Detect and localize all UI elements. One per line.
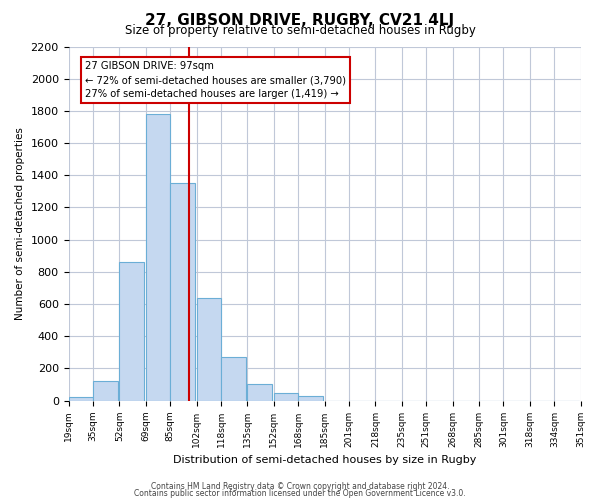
Text: 27 GIBSON DRIVE: 97sqm
← 72% of semi-detached houses are smaller (3,790)
27% of : 27 GIBSON DRIVE: 97sqm ← 72% of semi-det… <box>85 62 346 100</box>
Text: Contains public sector information licensed under the Open Government Licence v3: Contains public sector information licen… <box>134 489 466 498</box>
Bar <box>247 384 272 400</box>
Bar <box>274 392 298 400</box>
Text: 27, GIBSON DRIVE, RUGBY, CV21 4LJ: 27, GIBSON DRIVE, RUGBY, CV21 4LJ <box>145 12 455 28</box>
Bar <box>93 382 118 400</box>
Bar <box>221 357 246 401</box>
Bar <box>119 262 144 400</box>
Bar <box>146 114 170 401</box>
Y-axis label: Number of semi-detached properties: Number of semi-detached properties <box>15 127 25 320</box>
Bar <box>197 298 221 401</box>
Text: Size of property relative to semi-detached houses in Rugby: Size of property relative to semi-detach… <box>125 24 475 37</box>
Text: Contains HM Land Registry data © Crown copyright and database right 2024.: Contains HM Land Registry data © Crown c… <box>151 482 449 491</box>
Bar <box>68 398 93 400</box>
Bar <box>298 396 323 400</box>
X-axis label: Distribution of semi-detached houses by size in Rugby: Distribution of semi-detached houses by … <box>173 455 476 465</box>
Bar <box>170 184 195 400</box>
